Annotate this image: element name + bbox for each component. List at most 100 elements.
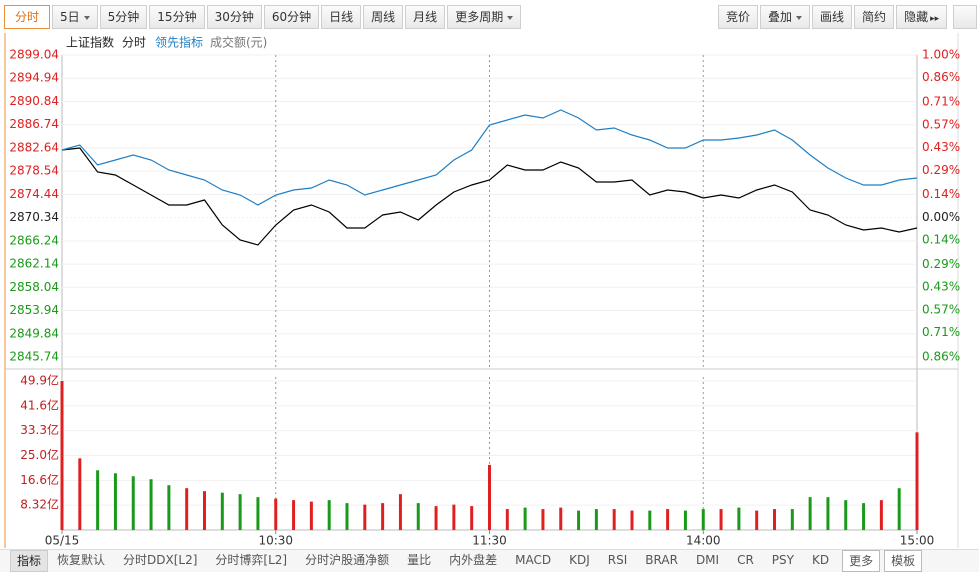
period-button[interactable]: 月线 <box>405 5 446 29</box>
indicator-tab[interactable]: 分时DDX[L2] <box>123 553 198 567</box>
toolbar: 分时 5日 5分钟 15分钟 30分钟 60分钟 日线 周线 月线 更多周期 竞价 叠加 画线 简约 隐藏 <box>0 5 979 31</box>
bar <box>345 503 349 530</box>
y-tick-label: 2886.74 <box>9 117 59 131</box>
period-button[interactable]: 更多周期 <box>447 5 522 29</box>
y2-tick-label: 0.00% <box>922 210 960 224</box>
y-tick-label: 2845.74 <box>9 350 59 364</box>
y2-tick-label: 0.71% <box>922 325 960 339</box>
period-button[interactable]: 60分钟 <box>263 5 320 29</box>
series-line <box>61 109 918 206</box>
period-button[interactable]: 周线 <box>363 5 404 29</box>
tool-button[interactable]: 简约 <box>854 5 895 29</box>
indicator-tab[interactable]: PSY <box>771 553 794 567</box>
indicator-tab[interactable]: MACD <box>515 553 552 567</box>
bar <box>755 510 759 530</box>
bar <box>416 503 420 530</box>
y-tick-label: 2862.14 <box>9 257 59 271</box>
bar <box>879 500 883 530</box>
period-buttons: 分时 5日 5分钟 15分钟 30分钟 60分钟 日线 周线 月线 更多周期 <box>4 5 523 29</box>
y-tick-label: 16.6亿 <box>20 472 59 487</box>
y2-tick-label: 0.43% <box>922 140 960 154</box>
bar <box>452 504 456 530</box>
indicator-tab[interactable]: DMI <box>695 553 720 567</box>
indicator-tab[interactable]: 分时博弈[L2] <box>215 553 288 567</box>
bar <box>60 381 64 530</box>
bar <box>185 488 189 530</box>
indicator-tabs: 指标 恢复默认 分时DDX[L2] 分时博弈[L2] 分时沪股通净额 量比 内外盘差 MACD… <box>0 549 979 572</box>
bar <box>363 504 367 530</box>
bar <box>327 500 331 530</box>
bar <box>220 492 224 530</box>
x-tick-label: 14:00 <box>686 534 721 548</box>
indicator-tab[interactable]: RSI <box>607 553 628 567</box>
bar <box>737 507 741 530</box>
y-tick-label: 2874.44 <box>9 187 59 201</box>
tool-button[interactable]: 画线 <box>812 5 853 29</box>
bar <box>78 458 82 530</box>
bar <box>113 473 117 530</box>
indicator-tab[interactable]: KDJ <box>569 553 590 567</box>
bar <box>612 509 616 530</box>
indicator-tab[interactable]: 内外盘差 <box>449 553 498 567</box>
period-button[interactable]: 15分钟 <box>149 5 205 29</box>
bar <box>167 485 171 530</box>
indicator-tab[interactable]: 恢复默认 <box>57 553 106 567</box>
y-tick-label: 2899.04 <box>9 48 59 62</box>
bar <box>577 510 581 530</box>
indicator-tab[interactable]: 更多 <box>842 550 881 572</box>
fullscreen-button[interactable] <box>953 5 977 29</box>
indicator-tab[interactable]: 量比 <box>407 553 432 567</box>
indicator-tab[interactable]: CR <box>737 553 754 567</box>
bar <box>96 470 100 530</box>
bar <box>790 509 794 530</box>
y-tick-label: 8.32亿 <box>20 497 59 512</box>
period-button[interactable]: 分时 <box>4 5 51 29</box>
bar <box>701 509 705 530</box>
y2-tick-label: 0.14% <box>922 233 960 247</box>
bar <box>131 476 135 530</box>
period-button[interactable]: 30分钟 <box>206 5 262 29</box>
bar <box>541 509 545 530</box>
bar <box>292 500 296 530</box>
x-tick-label: 11:30 <box>472 534 507 548</box>
y-tick-label: 41.6亿 <box>20 397 59 412</box>
legend-entry: 分时 <box>122 36 146 50</box>
tool-button[interactable]: 叠加 <box>760 5 811 29</box>
bar <box>488 464 491 530</box>
period-button[interactable]: 日线 <box>321 5 362 29</box>
y-tick-label: 2890.84 <box>9 94 59 108</box>
y-tick-label: 2870.34 <box>9 210 59 224</box>
bar <box>203 491 206 530</box>
bar <box>381 503 385 530</box>
indicator-tab[interactable]: 模板 <box>884 550 923 572</box>
x-tick-label: 10:30 <box>258 534 293 548</box>
indicator-tab[interactable]: 分时沪股通净额 <box>305 553 390 567</box>
bar <box>434 506 438 530</box>
y2-tick-label: 0.86% <box>922 70 960 84</box>
y-tick-label: 2894.94 <box>9 71 59 85</box>
x-tick-label: 15:00 <box>900 534 935 548</box>
bar <box>648 510 652 530</box>
y-tick-label: 2849.84 <box>9 326 59 340</box>
bar <box>773 509 776 530</box>
indicator-tab[interactable]: KD <box>811 553 830 567</box>
bar <box>826 497 830 530</box>
bar <box>398 494 402 530</box>
bar <box>505 509 509 530</box>
y-tick-label: 33.3亿 <box>20 422 59 437</box>
indicator-tab[interactable]: 指标 <box>10 550 49 572</box>
bar <box>594 509 598 530</box>
indicator-tab[interactable]: BRAR <box>645 553 678 567</box>
bar <box>808 497 812 530</box>
tool-buttons: 竞价 叠加 画线 简约 隐藏 <box>718 5 949 29</box>
tool-button[interactable]: 隐藏 <box>896 5 948 29</box>
period-button[interactable]: 5分钟 <box>99 5 148 29</box>
y2-tick-label: 0.29% <box>922 257 960 271</box>
period-button[interactable]: 5日 <box>52 5 98 29</box>
tool-button[interactable]: 竞价 <box>718 5 759 29</box>
bar <box>915 432 919 530</box>
bar <box>523 507 527 530</box>
bar <box>630 510 634 530</box>
